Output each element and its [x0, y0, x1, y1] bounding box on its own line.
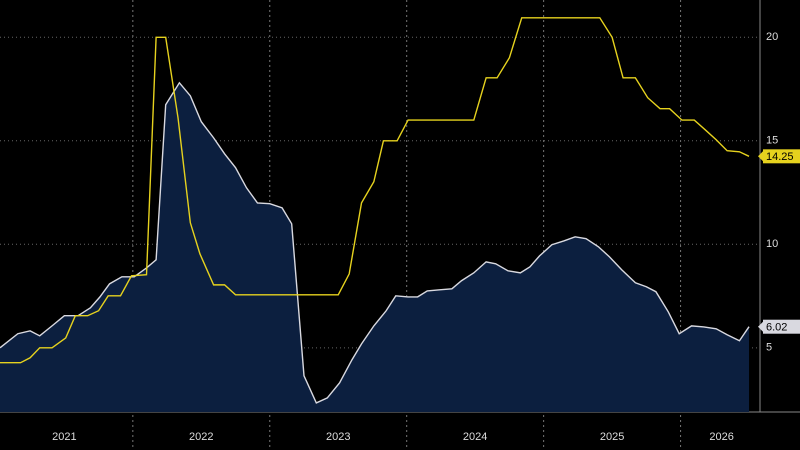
x-tick-label: 2026 [709, 431, 733, 443]
x-tick-label: 2022 [189, 431, 213, 443]
value-label-pointer [758, 321, 763, 332]
value-label-box [763, 319, 800, 334]
value-label-pointer [758, 151, 763, 162]
y-tick-label: 20 [766, 31, 778, 43]
y-tick-label: 5 [766, 342, 772, 354]
x-tick-label: 2025 [600, 431, 624, 443]
line [0, 81, 750, 404]
x-tick-label: 2023 [326, 431, 350, 443]
value-label: 14.25 [766, 151, 794, 163]
x-tick-label: 2021 [52, 431, 76, 443]
line [0, 17, 750, 364]
x-tick-label: 2024 [463, 431, 487, 443]
y-tick-label: 15 [766, 135, 778, 147]
value-label-box [763, 149, 800, 164]
value-label: 6.02 [766, 322, 787, 334]
y-tick-label: 10 [766, 238, 778, 250]
area-fill [0, 82, 750, 412]
